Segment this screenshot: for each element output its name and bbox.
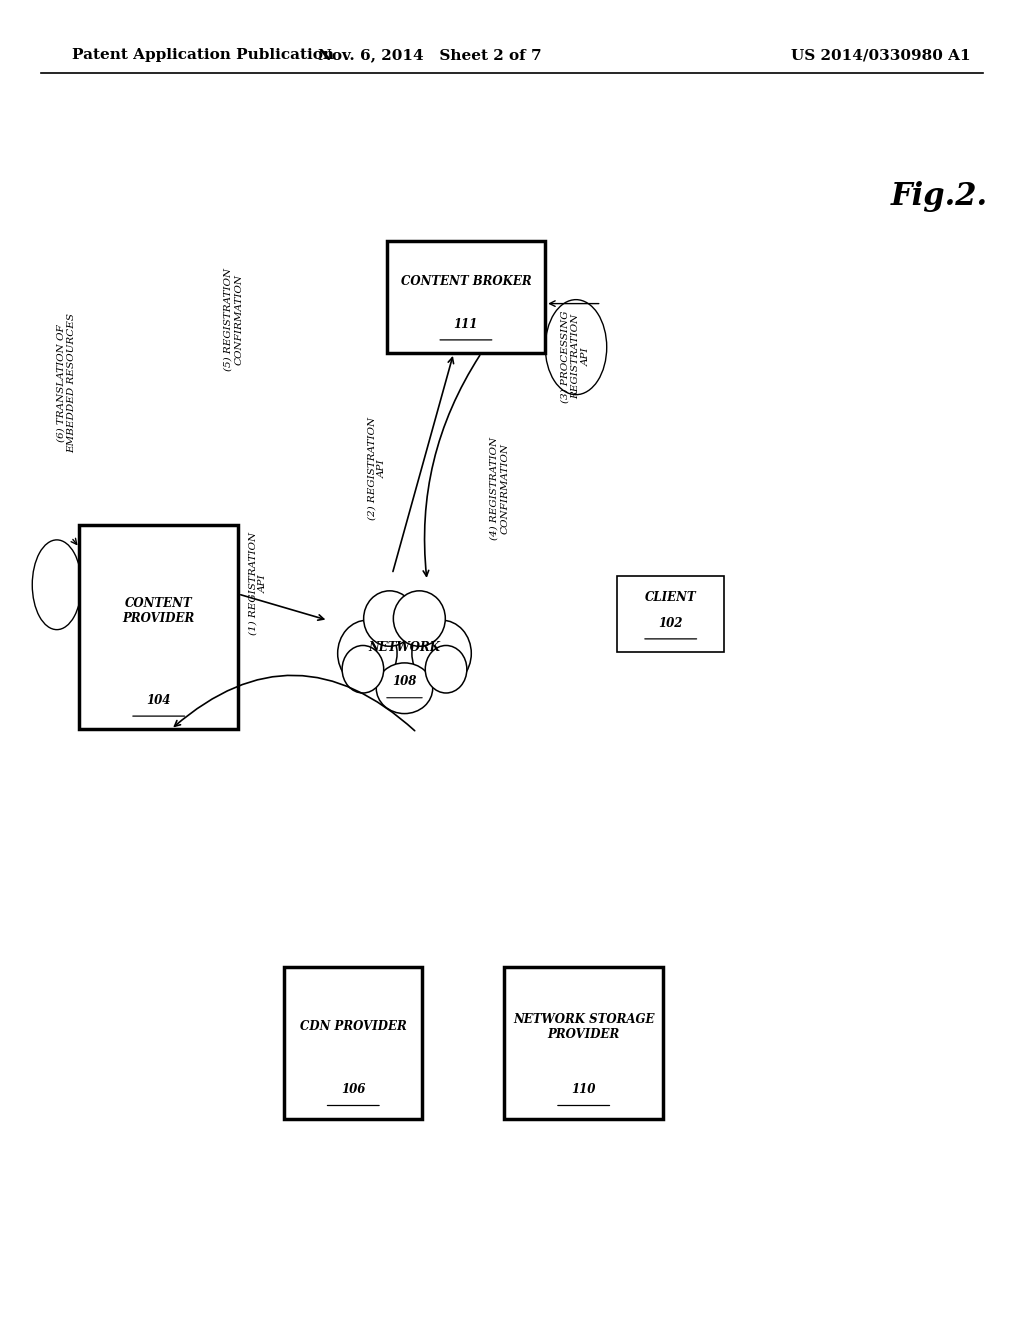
Ellipse shape bbox=[425, 645, 467, 693]
Ellipse shape bbox=[364, 591, 416, 647]
Ellipse shape bbox=[412, 620, 471, 686]
Ellipse shape bbox=[376, 663, 433, 714]
Text: Nov. 6, 2014   Sheet 2 of 7: Nov. 6, 2014 Sheet 2 of 7 bbox=[318, 49, 542, 62]
Text: US 2014/0330980 A1: US 2014/0330980 A1 bbox=[791, 49, 971, 62]
Text: (1) REGISTRATION
API: (1) REGISTRATION API bbox=[249, 532, 267, 635]
Text: Patent Application Publication: Patent Application Publication bbox=[72, 49, 334, 62]
Text: 102: 102 bbox=[658, 616, 683, 630]
Text: CONTENT BROKER: CONTENT BROKER bbox=[400, 275, 531, 288]
Ellipse shape bbox=[342, 645, 384, 693]
FancyBboxPatch shape bbox=[80, 524, 238, 729]
Text: NETWORK: NETWORK bbox=[369, 640, 440, 653]
Text: (6) TRANSLATION OF
EMBEDDED RESOURCES: (6) TRANSLATION OF EMBEDDED RESOURCES bbox=[57, 313, 76, 453]
Text: 104: 104 bbox=[146, 694, 171, 706]
Ellipse shape bbox=[338, 620, 397, 686]
Text: Fig.2.: Fig.2. bbox=[891, 181, 988, 211]
Text: (4) REGISTRATION
CONFIRMATION: (4) REGISTRATION CONFIRMATION bbox=[490, 437, 509, 540]
Text: CONTENT
PROVIDER: CONTENT PROVIDER bbox=[123, 597, 195, 626]
Text: (3) PROCESSING
REGISTRATION
API: (3) PROCESSING REGISTRATION API bbox=[560, 310, 591, 403]
Text: (2) REGISTRATION
API: (2) REGISTRATION API bbox=[368, 417, 386, 520]
FancyBboxPatch shape bbox=[616, 576, 725, 652]
Ellipse shape bbox=[545, 300, 606, 395]
Text: (5) REGISTRATION
CONFIRMATION: (5) REGISTRATION CONFIRMATION bbox=[224, 268, 243, 371]
Text: 106: 106 bbox=[341, 1084, 366, 1096]
Ellipse shape bbox=[33, 540, 82, 630]
FancyBboxPatch shape bbox=[387, 242, 545, 352]
Text: 108: 108 bbox=[392, 676, 417, 689]
FancyBboxPatch shape bbox=[284, 966, 422, 1119]
FancyBboxPatch shape bbox=[504, 966, 664, 1119]
Text: CDN PROVIDER: CDN PROVIDER bbox=[300, 1020, 407, 1034]
Text: 111: 111 bbox=[454, 318, 478, 330]
Text: NETWORK STORAGE
PROVIDER: NETWORK STORAGE PROVIDER bbox=[513, 1012, 654, 1041]
Ellipse shape bbox=[364, 606, 445, 685]
Text: CLIENT: CLIENT bbox=[645, 591, 696, 605]
Text: 110: 110 bbox=[571, 1084, 596, 1096]
Ellipse shape bbox=[393, 591, 445, 647]
